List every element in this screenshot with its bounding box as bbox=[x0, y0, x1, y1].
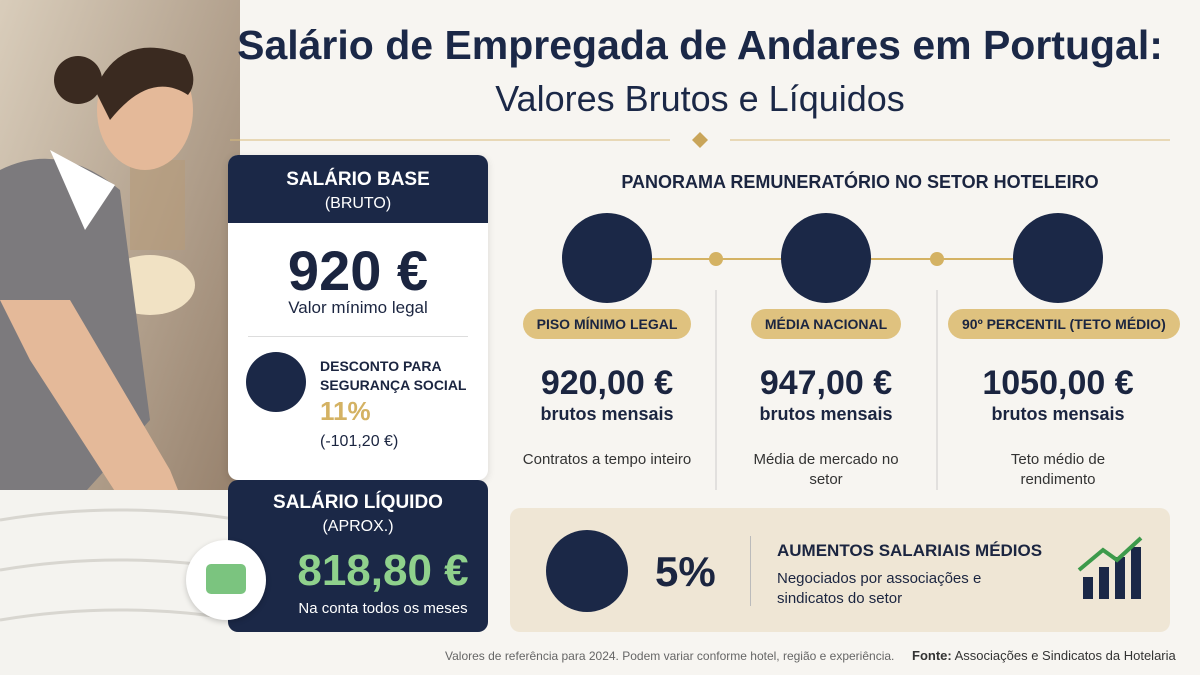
item-unit: brutos mensais bbox=[759, 404, 893, 424]
subtitle: Valores Brutos e Líquidos bbox=[495, 78, 905, 119]
raises-text: Negociados por associações e sindicatos … bbox=[777, 570, 982, 607]
deduction-label: DESCONTO PARA SEGURANÇA SOCIAL bbox=[320, 358, 467, 393]
photo bbox=[0, 0, 240, 675]
base-card-header: SALÁRIO BASE (BRUTO) bbox=[228, 155, 488, 223]
deduction-amount: (-101,20 €) bbox=[320, 433, 399, 450]
item-amount: 1050,00 € bbox=[982, 364, 1134, 402]
base-subtitle: (BRUTO) bbox=[324, 195, 392, 212]
base-title: SALÁRIO BASE bbox=[286, 169, 430, 190]
title: Salário de Empregada de Andares em Portu… bbox=[237, 22, 1163, 68]
footer-note: Valores de referência para 2024. Podem v… bbox=[445, 649, 895, 663]
item-label: PISO MÍNIMO LEGAL bbox=[497, 309, 717, 339]
item-unit: brutos mensais bbox=[540, 404, 674, 424]
item-note: Contratos a tempo inteiro bbox=[522, 451, 692, 468]
divider bbox=[230, 132, 1170, 148]
source: Associações e Sindicatos da Hotelaria bbox=[954, 648, 1176, 663]
item-icon bbox=[781, 213, 871, 303]
deduction-rate: 11% bbox=[320, 396, 371, 426]
base-amount: 920 € bbox=[287, 239, 429, 302]
item-label-pill: PISO MÍNIMO LEGAL bbox=[522, 309, 692, 339]
raises-separator bbox=[750, 536, 751, 606]
wallet-icon bbox=[186, 540, 266, 620]
item-amount: 920,00 € bbox=[540, 364, 674, 402]
item-label-pill: MÉDIA NACIONAL bbox=[750, 309, 902, 339]
source-label: Fonte: bbox=[912, 648, 952, 663]
footer-source: Fonte: Associações e Sindicatos da Hotel… bbox=[912, 648, 1176, 663]
net-amount: 818,80 € bbox=[297, 546, 469, 595]
item-label: MÉDIA NACIONAL bbox=[716, 309, 936, 339]
item-unit: brutos mensais bbox=[991, 404, 1125, 424]
item-label: 90º PERCENTIL (TETO MÉDIO) bbox=[948, 309, 1180, 339]
security-icon bbox=[246, 352, 306, 412]
item-icon bbox=[1013, 213, 1103, 303]
handshake-icon bbox=[546, 530, 628, 612]
net-card: SALÁRIO LÍQUIDO (APROX.) 818,80 € Na con… bbox=[228, 480, 488, 632]
net-title: SALÁRIO LÍQUIDO bbox=[273, 492, 443, 513]
item-amount: 947,00 € bbox=[759, 364, 893, 402]
overview-title: PANORAMA REMUNERATÓRIO NO SETOR HOTELEIR… bbox=[621, 172, 1099, 192]
item-icon bbox=[562, 213, 652, 303]
raises-rate: 5% bbox=[655, 548, 716, 595]
net-subtitle: (APROX.) bbox=[322, 518, 394, 535]
raises-title: AUMENTOS SALARIAIS MÉDIOS bbox=[777, 541, 1043, 560]
item-note: Média de mercado no setor bbox=[753, 451, 899, 488]
item-label-pill: 90º PERCENTIL (TETO MÉDIO) bbox=[948, 309, 1180, 339]
card-separator bbox=[248, 336, 468, 337]
growth-icon bbox=[1077, 536, 1143, 599]
net-note: Na conta todos os meses bbox=[298, 600, 468, 617]
item-note: Teto médio de rendimento bbox=[1010, 451, 1106, 488]
base-amount-note: Valor mínimo legal bbox=[288, 298, 428, 317]
